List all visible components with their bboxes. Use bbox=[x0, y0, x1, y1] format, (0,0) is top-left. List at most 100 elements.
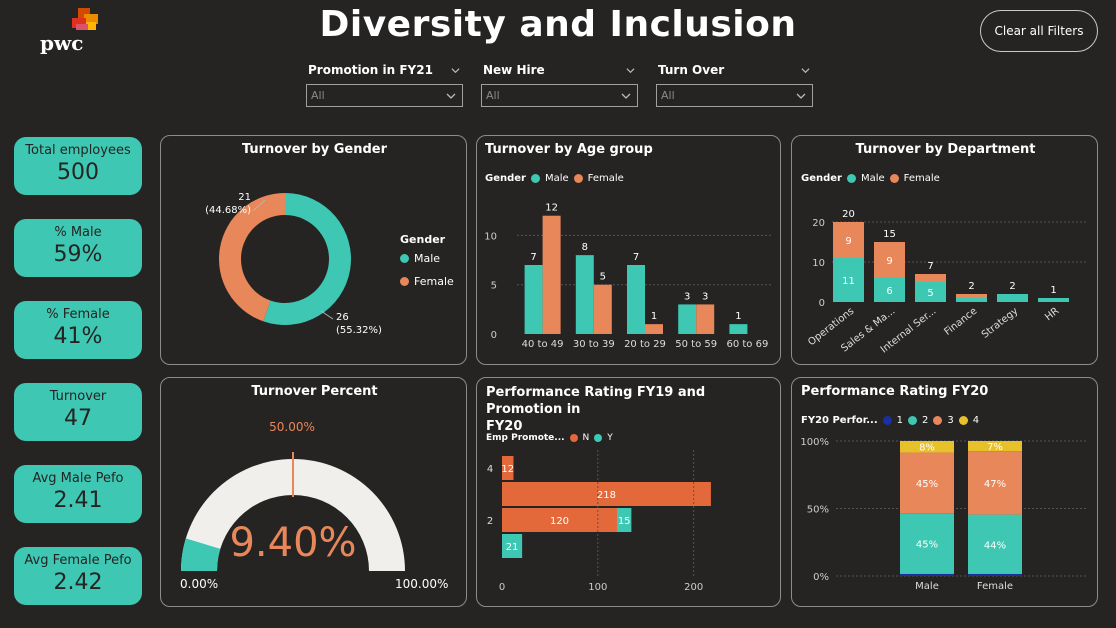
legend-label[interactable]: Male bbox=[544, 173, 569, 184]
filter-label: Promotion in FY21 bbox=[308, 63, 433, 77]
segment-label: 47% bbox=[984, 479, 1006, 490]
filter-value: All bbox=[486, 89, 500, 102]
legend-label: Female bbox=[414, 275, 454, 288]
filter-dropdown[interactable]: All bbox=[481, 84, 638, 107]
x-tick-label: Male bbox=[915, 581, 939, 592]
bar-male bbox=[627, 265, 645, 334]
gauge-value: 9.40% bbox=[229, 520, 357, 566]
legend-title: Gender bbox=[400, 233, 446, 246]
gauge-track bbox=[181, 459, 405, 571]
legend-label[interactable]: 2 bbox=[922, 415, 929, 426]
card-title: Performance Rating FY19 and Promotion in… bbox=[486, 384, 780, 435]
donut-slice-male bbox=[263, 193, 351, 325]
legend-label[interactable]: Male bbox=[860, 173, 885, 184]
kpi-value: 2.42 bbox=[53, 570, 103, 595]
segment-label: 5 bbox=[927, 288, 933, 299]
legend-label[interactable]: Y bbox=[607, 433, 613, 443]
filter-turn-over: Turn Over All bbox=[656, 60, 816, 107]
legend-title: Gender bbox=[485, 173, 526, 184]
total-label: 1 bbox=[1050, 285, 1056, 296]
legend-label[interactable]: 4 bbox=[972, 415, 980, 426]
kpi-label: Total employees bbox=[25, 143, 131, 158]
chevron-down-icon[interactable] bbox=[626, 66, 635, 75]
kpi-turnover: Turnover 47 bbox=[14, 383, 142, 441]
bar-rating-3 bbox=[968, 451, 1022, 515]
legend-label[interactable]: Female bbox=[903, 173, 940, 184]
performance-fy19-bar-chart: 4 12 218 2 120 15 21 0 100 200 bbox=[487, 450, 711, 593]
bar-female bbox=[696, 304, 715, 334]
chevron-down-icon[interactable] bbox=[451, 66, 460, 75]
kpi-label: % Male bbox=[54, 225, 102, 240]
card-title-line1: Performance Rating FY19 and Promotion in bbox=[486, 385, 706, 417]
x-tick-label: 0 bbox=[499, 582, 505, 593]
x-tick-label: 200 bbox=[684, 582, 703, 593]
bar-male bbox=[729, 324, 748, 334]
bar-rating-4 bbox=[968, 441, 1022, 452]
bar-male bbox=[575, 255, 594, 334]
card-turnover-by-department: 0 10 20 11 9 20 Operations 6 9 15 Sales & Ma... 5 7 I… bbox=[791, 135, 1098, 365]
leader-line-female bbox=[252, 199, 266, 212]
legend-dot bbox=[933, 416, 943, 425]
clear-all-filters-button[interactable]: Clear all Filters bbox=[980, 10, 1098, 52]
total-label: 2 bbox=[1009, 281, 1015, 292]
legend-item-male[interactable]: Male bbox=[400, 252, 440, 265]
legend-label[interactable]: 1 bbox=[896, 415, 904, 426]
gauge-max-label: 100.00% bbox=[395, 577, 449, 591]
x-tick-label: Strategy bbox=[980, 306, 1021, 341]
card-title: Performance Rating FY20 bbox=[801, 384, 989, 399]
chart-legend: Emp Promote... N Y bbox=[486, 433, 613, 443]
y-tick-label: 0% bbox=[813, 572, 829, 583]
bar-rating-2 bbox=[968, 514, 1022, 574]
x-tick-label: 50 to 59 bbox=[675, 339, 717, 350]
bar-male bbox=[833, 258, 864, 302]
data-label: 8 bbox=[582, 242, 588, 253]
x-tick-label: Female bbox=[977, 581, 1013, 592]
filter-promotion-fy21: Promotion in FY21 All bbox=[306, 60, 466, 107]
kpi-percent-male: % Male 59% bbox=[14, 219, 142, 277]
card-title: Turnover by Gender bbox=[241, 142, 388, 157]
filter-label: New Hire bbox=[483, 63, 545, 77]
leader-line-male bbox=[320, 310, 334, 320]
chevron-down-icon bbox=[446, 93, 456, 99]
bar-n bbox=[502, 456, 514, 480]
legend-label[interactable]: Female bbox=[587, 173, 624, 184]
data-label-female: 21 bbox=[238, 192, 251, 203]
legend-dot bbox=[573, 174, 583, 183]
segment-label: 218 bbox=[597, 490, 616, 501]
y-tick-label: 10 bbox=[484, 231, 497, 242]
x-tick-label: 30 to 39 bbox=[573, 339, 615, 350]
bar-y bbox=[617, 508, 632, 532]
performance-fy20-stacked-chart: 0% 50% 100% 45% 45% 8% Male 44% 47% 7% Female bbox=[800, 437, 1088, 592]
kpi-label: % Female bbox=[46, 307, 110, 322]
bar-male bbox=[915, 282, 946, 302]
data-label: 7 bbox=[530, 252, 536, 263]
y-tick-label: 4 bbox=[487, 464, 493, 475]
bar-female bbox=[956, 294, 987, 298]
legend-item-female[interactable]: Female bbox=[400, 275, 454, 288]
filter-value: All bbox=[661, 89, 675, 102]
kpi-value: 500 bbox=[57, 160, 99, 185]
legend-dot bbox=[569, 434, 578, 442]
bar-rating-1 bbox=[900, 573, 954, 576]
legend-dot bbox=[530, 174, 540, 183]
x-tick-label: 100 bbox=[588, 582, 607, 593]
bar-female bbox=[645, 324, 663, 334]
filter-dropdown[interactable]: All bbox=[306, 84, 463, 107]
bar-female bbox=[593, 284, 612, 334]
chart-legend: FY20 Perfor... 1 2 3 4 bbox=[801, 415, 979, 426]
bar-rating-2 bbox=[900, 513, 954, 574]
legend-dot bbox=[889, 174, 899, 183]
legend-label[interactable]: N bbox=[582, 433, 590, 443]
segment-label: 11 bbox=[842, 276, 855, 287]
card-title: Turnover by Department bbox=[855, 142, 1036, 157]
legend-label[interactable]: 3 bbox=[947, 415, 954, 426]
filter-new-hire: New Hire All bbox=[481, 60, 641, 107]
bar-female bbox=[874, 242, 905, 278]
chevron-down-icon[interactable] bbox=[801, 66, 810, 75]
gauge-fill bbox=[181, 538, 221, 571]
filter-dropdown[interactable]: All bbox=[656, 84, 813, 107]
donut-chart bbox=[219, 193, 351, 325]
bar-male bbox=[524, 265, 543, 334]
card-title: Turnover by Age group bbox=[485, 142, 653, 157]
data-label: 1 bbox=[651, 311, 657, 322]
